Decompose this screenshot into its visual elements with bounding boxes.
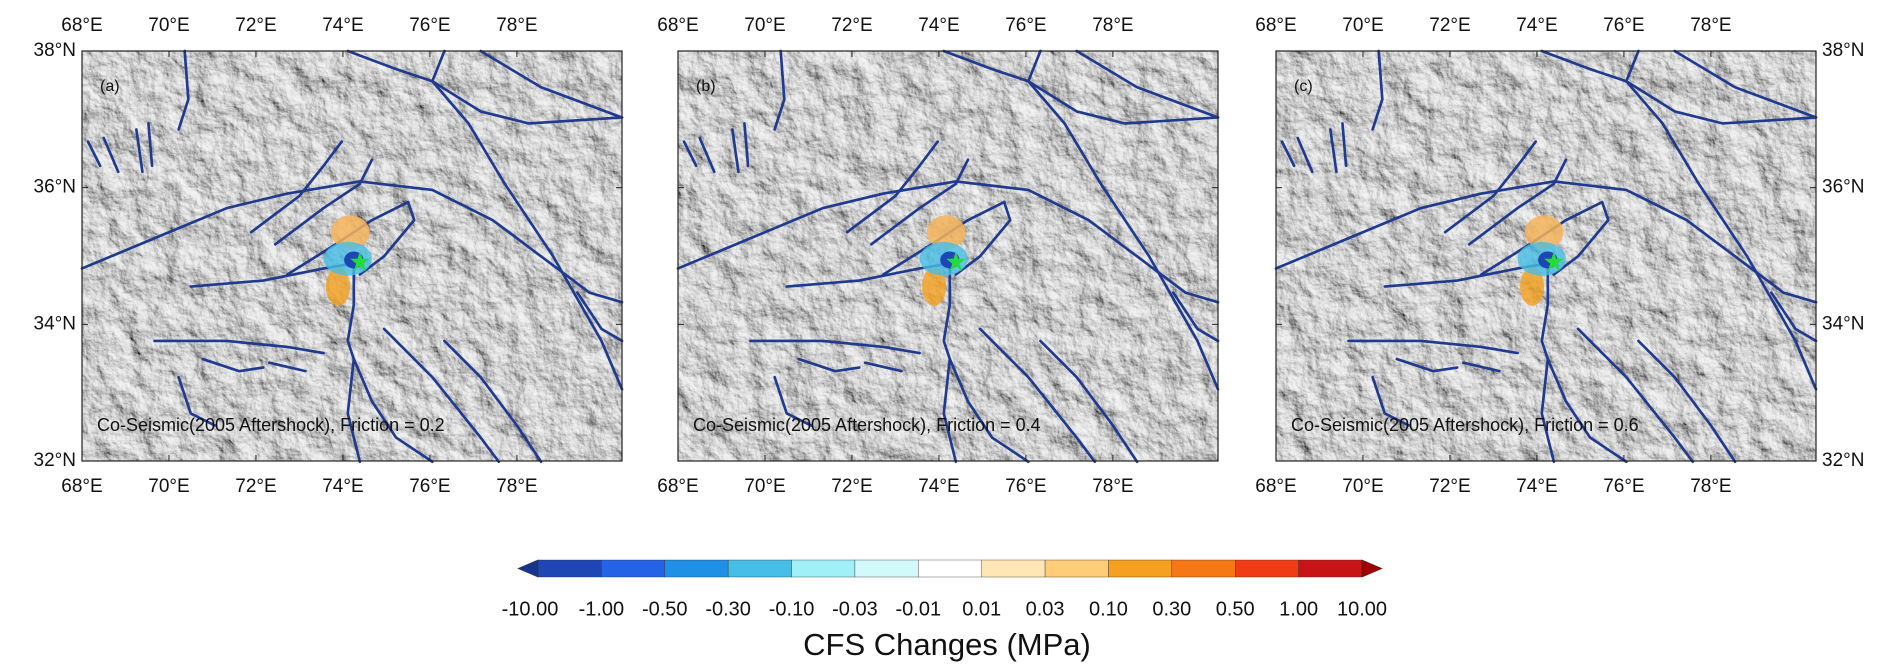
lon-label: 76°E [1603,15,1644,36]
lon-label: 70°E [148,15,189,36]
lon-label: 68°E [657,476,698,497]
colorbar-label: 0.01 [962,598,1001,620]
lon-label: 76°E [1005,15,1046,36]
colorbar-title: CFS Changes (MPa) [803,627,1091,662]
lat-label: 32°N [1822,450,1864,471]
lon-label: 74°E [1516,15,1557,36]
lon-label: 70°E [1342,15,1383,36]
colorbar-box [664,559,729,578]
map-panel: (a) Co-Seismic(2005 Aftershock), Friction… [34,15,624,497]
colorbar-box [1298,559,1363,578]
lon-label: 78°E [1092,15,1133,36]
colorbar-label: 0.30 [1152,598,1191,620]
lon-label: 72°E [1429,476,1470,497]
map-panel: (b) Co-Seismic(2005 Aftershock), Friction… [657,15,1220,497]
lat-label: 38°N [34,40,76,61]
map-panel: (c) Co-Seismic(2005 Aftershock), Friction… [1255,15,1864,497]
lat-label: 34°N [34,313,76,334]
lat-label: 38°N [1822,40,1864,61]
lon-label: 70°E [148,476,189,497]
frame [677,50,1219,462]
lon-label: 72°E [1429,15,1470,36]
lon-label: 70°E [744,476,785,497]
lon-label: 78°E [1690,476,1731,497]
colorbar-label: -0.03 [832,598,878,620]
maps: (a) Co-Seismic(2005 Aftershock), Friction… [34,15,1865,497]
frame [1275,50,1817,462]
lon-label: 76°E [1005,476,1046,497]
colorbar-label: -0.50 [642,598,688,620]
lon-label: 68°E [61,476,102,497]
lon-label: 74°E [918,476,959,497]
lon-label: 78°E [496,476,537,497]
colorbar-label: -0.10 [769,598,815,620]
panel-label: (a) [100,78,120,95]
colorbar-label: 1.00 [1279,598,1318,620]
lon-label: 78°E [1092,476,1133,497]
colorbar-box [1108,559,1173,578]
lon-label: 68°E [1255,15,1296,36]
colorbar-box [601,559,665,578]
lon-label: 68°E [657,15,698,36]
colorbar-label: 0.50 [1216,598,1255,620]
panel-label: (b) [696,78,716,95]
colorbar-box [791,559,856,578]
lon-label: 78°E [496,15,537,36]
colorbar-box [854,559,919,578]
colorbar: -10.00 -1.00 -0.50 -0.30 -0.10 -0.03 -0.01 0.01… [502,559,1387,662]
panel-label: (c) [1294,78,1313,95]
colorbar-box [981,559,1046,578]
lat-label: 32°N [34,450,76,471]
lon-label: 74°E [918,15,959,36]
lon-label: 72°E [831,476,872,497]
colorbar-box [727,559,792,578]
panel-caption: Co-Seismic(2005 Aftershock), Friction = … [693,415,1041,435]
colorbar-box [1044,559,1109,578]
lat-label: 34°N [1822,313,1864,334]
colorbar-box [1171,559,1236,578]
lon-label: 74°E [322,476,363,497]
colorbar-label: -1.00 [579,598,625,620]
lon-label: 72°E [235,15,276,36]
lon-label: 68°E [61,15,102,36]
frame [81,50,623,462]
colorbar-end [1361,559,1383,578]
lon-label: 76°E [409,476,450,497]
lon-label: 70°E [744,15,785,36]
lon-label: 76°E [409,15,450,36]
lon-label: 78°E [1690,15,1731,36]
colorbar-label: 0.10 [1089,598,1128,620]
lat-label: 36°N [34,177,76,198]
lon-label: 72°E [235,476,276,497]
lon-label: 72°E [831,15,872,36]
colorbar-box [918,559,982,578]
colorbar-end [517,559,539,578]
colorbar-label: -10.00 [502,598,559,620]
colorbar-label: -0.01 [896,598,942,620]
lon-label: 70°E [1342,476,1383,497]
colorbar-box [537,559,602,578]
lon-label: 74°E [1516,476,1557,497]
panel-caption: Co-Seismic(2005 Aftershock), Friction = … [1291,415,1639,435]
colorbar-label: -0.30 [705,598,751,620]
lon-label: 76°E [1603,476,1644,497]
panel-caption: Co-Seismic(2005 Aftershock), Friction = … [97,415,445,435]
lon-label: 68°E [1255,476,1296,497]
colorbar-label: 0.03 [1026,598,1065,620]
lat-label: 36°N [1822,177,1864,198]
lon-label: 74°E [322,15,363,36]
colorbar-label: 10.00 [1337,598,1387,620]
colorbar-box [1235,559,1299,578]
